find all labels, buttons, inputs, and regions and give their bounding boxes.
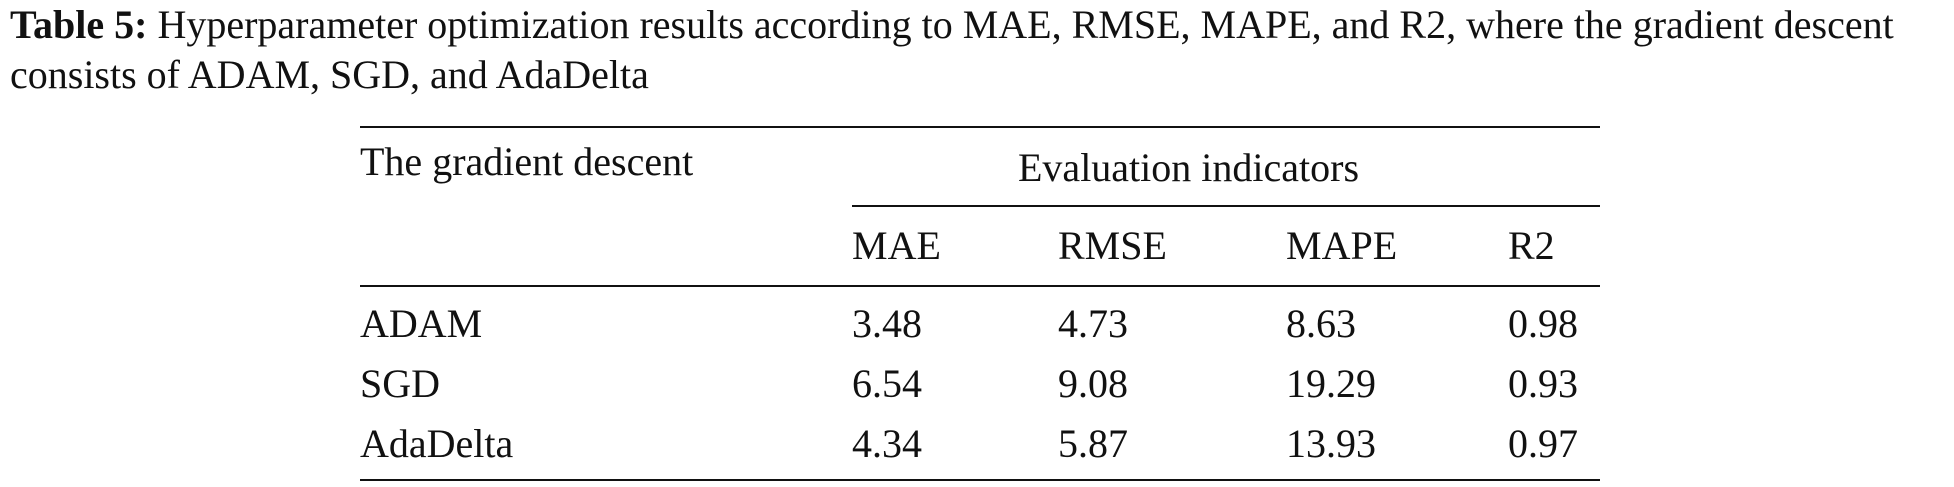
column-header-rmse: RMSE: [1058, 223, 1167, 268]
cell-adam-rmse: 4.73: [1058, 301, 1128, 346]
column-header-mape: MAPE: [1286, 223, 1398, 268]
cell-adam-mae: 3.48: [852, 301, 922, 346]
group-header-rule: [852, 205, 1600, 207]
cell-sgd-r2: 0.93: [1508, 361, 1578, 406]
cell-adadelta-rmse: 5.87: [1058, 421, 1128, 466]
header-bottom-rule: [360, 285, 1600, 287]
cell-sgd-mae: 6.54: [852, 361, 922, 406]
row-label-adam: ADAM: [360, 301, 483, 346]
cell-adam-mape: 8.63: [1286, 301, 1356, 346]
column-header-r2: R2: [1508, 223, 1555, 268]
cell-adadelta-r2: 0.97: [1508, 421, 1578, 466]
caption-text: Hyperparameter optimization results acco…: [10, 2, 1894, 97]
cell-sgd-mape: 19.29: [1286, 361, 1376, 406]
column-header-mae: MAE: [852, 223, 941, 268]
cell-sgd-rmse: 9.08: [1058, 361, 1128, 406]
row-label-adadelta: AdaDelta: [360, 421, 514, 466]
row-label-sgd: SGD: [360, 361, 441, 406]
cell-adam-r2: 0.98: [1508, 301, 1578, 346]
row-header: The gradient descent: [360, 139, 694, 184]
table-top-rule: [360, 126, 1600, 128]
cell-adadelta-mae: 4.34: [852, 421, 922, 466]
table-bottom-rule: [360, 479, 1600, 481]
group-header: Evaluation indicators: [1018, 145, 1360, 190]
caption-label: Table 5:: [10, 2, 148, 47]
cell-adadelta-mape: 13.93: [1286, 421, 1376, 466]
table-caption: Table 5: Hyperparameter optimization res…: [10, 0, 1950, 100]
